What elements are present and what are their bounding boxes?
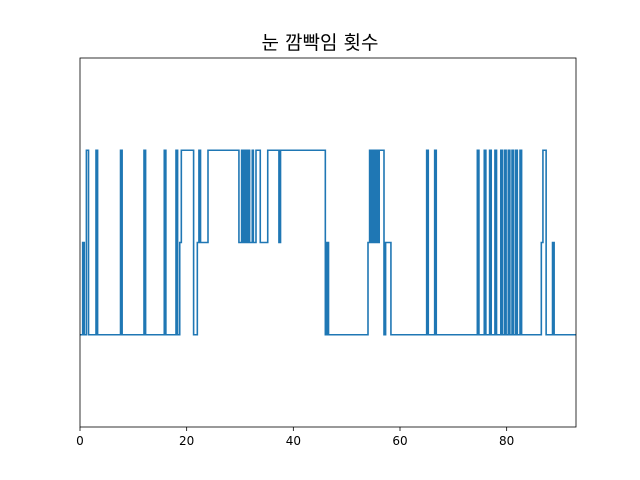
chart-title: 눈 깜빡임 횟수 [262, 32, 379, 54]
x-tick-label: 0 [76, 434, 84, 448]
x-tick-label: 80 [499, 434, 514, 448]
series-line-0 [80, 149, 576, 336]
series-layer [80, 149, 576, 336]
x-tick-label: 20 [179, 434, 194, 448]
x-tick-label: 40 [286, 434, 301, 448]
plot-frame [79, 57, 577, 428]
x-axis: 0 20 40 60 80 [76, 427, 514, 448]
x-tick-label: 60 [392, 434, 407, 448]
